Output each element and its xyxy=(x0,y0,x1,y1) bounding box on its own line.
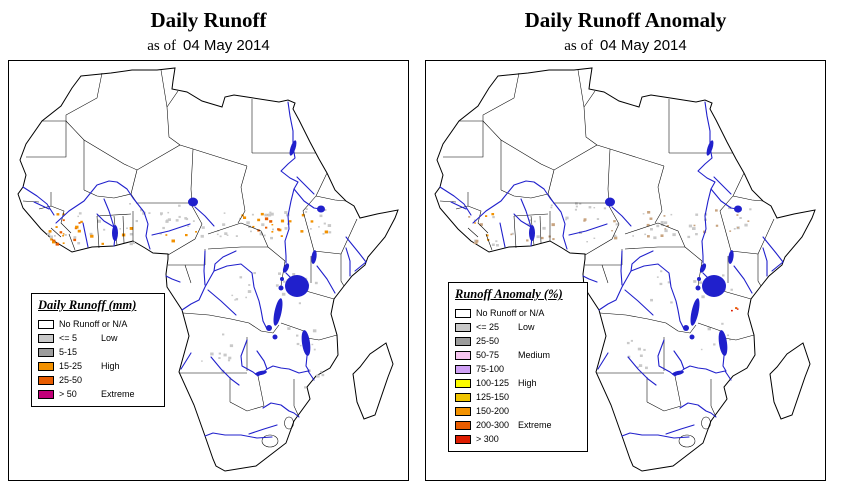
legend-swatch xyxy=(38,319,54,329)
subtitle-prefix: as of xyxy=(564,38,593,54)
legend-tier-label: High xyxy=(518,378,537,388)
legend-item: 200-300 Extreme xyxy=(455,418,581,432)
legend-swatch xyxy=(455,406,471,416)
legend-range-label: No Runoff or N/A xyxy=(59,319,128,329)
legend-range-label: 50-75 xyxy=(476,350,500,360)
legend-range-label: 150-200 xyxy=(476,406,510,416)
legend-range-label: No Runoff or N/A xyxy=(476,308,545,318)
subtitle-date: 04 May 2014 xyxy=(183,37,270,54)
legend-item: 75-100 xyxy=(455,362,581,376)
legend-tier-label: Low xyxy=(101,333,118,343)
legend-swatch xyxy=(455,420,471,430)
legend-item: 150-200 xyxy=(455,404,581,418)
legend-title: Runoff Anomaly (%) xyxy=(455,287,563,301)
legend-tier-label: Medium xyxy=(518,350,551,360)
legend-range-label: 25-50 xyxy=(59,375,83,385)
legend-range-label: 200-300 xyxy=(476,420,510,430)
legend-swatch xyxy=(455,392,471,402)
legend-swatch xyxy=(455,336,471,346)
legend-daily-runoff: Daily Runoff (mm) No Runoff or N/A <= 5 Lo… xyxy=(31,293,165,407)
legend-item: 25-50 xyxy=(455,334,581,348)
legend-item: 15-25 High xyxy=(38,359,158,373)
legend-tier-label: Extreme xyxy=(518,420,552,430)
legend-swatch xyxy=(455,350,471,360)
legend-item: <= 5 Low xyxy=(38,331,158,345)
legend-swatch xyxy=(455,364,471,374)
legend-swatch xyxy=(38,361,54,371)
legend-item: <= 25 Low xyxy=(455,320,581,334)
legend-tier-label: Extreme xyxy=(101,389,135,399)
legend-swatch xyxy=(455,308,471,318)
legend-swatch xyxy=(38,389,54,399)
legend-swatch xyxy=(38,333,54,343)
legend-item: 50-75 Medium xyxy=(455,348,581,362)
legend-runoff-anomaly: Runoff Anomaly (%) No Runoff or N/A <= 25… xyxy=(448,282,588,452)
legend-swatch xyxy=(455,378,471,388)
legend-item: No Runoff or N/A xyxy=(455,306,581,320)
africa-map xyxy=(17,67,399,472)
subtitle-date: 04 May 2014 xyxy=(600,37,687,54)
legend-range-label: 75-100 xyxy=(476,364,505,374)
legend-range-label: 100-125 xyxy=(476,378,510,388)
legend-range-label: > 300 xyxy=(476,434,499,444)
map-runoff-anomaly: Runoff Anomaly (%) No Runoff or N/A <= 25… xyxy=(425,60,826,481)
legend-item: No Runoff or N/A xyxy=(38,317,158,331)
legend-item: 125-150 xyxy=(455,390,581,404)
legend-item: 5-15 xyxy=(38,345,158,359)
africa-map xyxy=(434,67,816,472)
map-daily-runoff: Daily Runoff (mm) No Runoff or N/A <= 5 Lo… xyxy=(8,60,409,481)
legend-tier-label: Low xyxy=(518,322,535,332)
panel-subtitle: as of 04 May 2014 xyxy=(425,34,826,58)
legend-item: 25-50 xyxy=(38,373,158,387)
legend-swatch xyxy=(455,434,471,444)
page-title-daily-runoff: Daily Runoff xyxy=(150,8,267,32)
panel-runoff-anomaly: Daily Runoff Anomaly as of 04 May 2014 Ru… xyxy=(425,6,826,481)
legend-swatch xyxy=(455,322,471,332)
legend-range-label: 5-15 xyxy=(59,347,78,357)
legend-range-label: 125-150 xyxy=(476,392,510,402)
legend-item: 100-125 High xyxy=(455,376,581,390)
legend-item: > 50 Extreme xyxy=(38,387,158,401)
subtitle-prefix: as of xyxy=(147,38,176,54)
page-title-runoff-anomaly: Daily Runoff Anomaly xyxy=(524,8,727,32)
legend-range-label: 15-25 xyxy=(59,361,83,371)
legend-item: > 300 xyxy=(455,432,581,446)
legend-swatch xyxy=(38,347,54,357)
panel-subtitle: as of 04 May 2014 xyxy=(8,34,409,58)
legend-items: No Runoff or N/A <= 25 Low 25-50 50-75 Medium… xyxy=(455,306,581,446)
legend-range-label: <= 25 xyxy=(476,322,500,332)
legend-tier-label: High xyxy=(101,361,120,371)
legend-range-label: > 50 xyxy=(59,389,77,399)
panel-daily-runoff: Daily Runoff as of 04 May 2014 Daily Runo… xyxy=(8,6,409,481)
legend-swatch xyxy=(38,375,54,385)
legend-items: No Runoff or N/A <= 5 Low 5-15 15-25 High 25-5… xyxy=(38,317,158,401)
legend-range-label: <= 5 xyxy=(59,333,78,343)
legend-range-label: 25-50 xyxy=(476,336,500,346)
legend-title: Daily Runoff (mm) xyxy=(38,298,137,312)
